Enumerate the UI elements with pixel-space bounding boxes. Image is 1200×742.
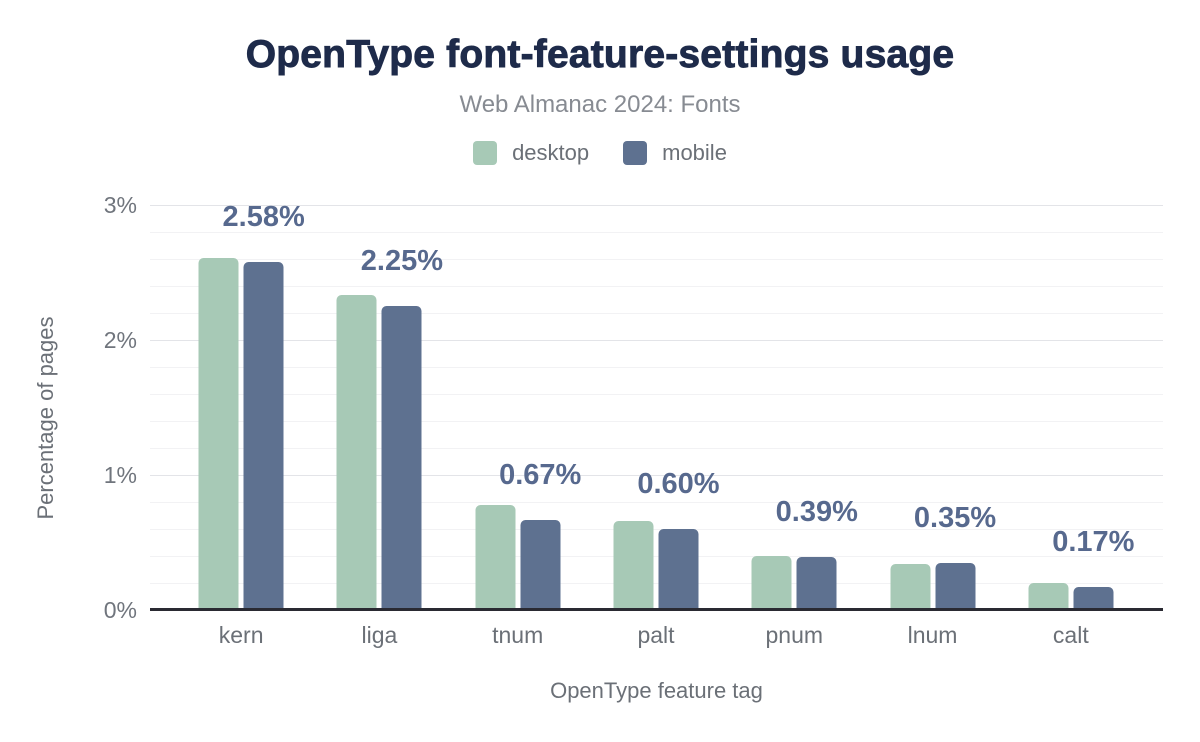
bar-group-kern: 2.58% kern (172, 200, 310, 648)
bar-pair-pnum (751, 556, 837, 610)
y-axis-title: Percentage of pages (33, 316, 58, 520)
legend: desktop mobile (0, 140, 1200, 166)
gridline-major-2.0 (150, 340, 1163, 341)
mobile-swatch-icon (623, 141, 648, 165)
x-tick-liga: liga (361, 622, 398, 648)
value-label-tnum: 0.67% (499, 458, 582, 491)
bar-pair-calt (1028, 583, 1114, 610)
bar-mobile-kern (243, 261, 284, 610)
bar-group-pnum: 0.39% pnum (725, 205, 863, 648)
bar-pair-kern (198, 257, 284, 610)
value-label-calt: 0.17% (1052, 526, 1135, 559)
bar-group-liga: 2.25% liga (310, 205, 448, 648)
bar-mobile-palt (658, 529, 699, 610)
bar-groups: 2.58% kern 2.25% liga 0.67% tnum 0.60% palt 0.39… (172, 200, 1140, 648)
x-tick-pnum: pnum (765, 622, 824, 648)
bar-pair-liga (336, 295, 422, 610)
bar-group-lnum: 0.35% lnum (863, 205, 1001, 648)
gridline-minor-2.8 (150, 232, 1163, 233)
legend-label-mobile: mobile (662, 140, 727, 165)
bar-desktop-calt (1028, 583, 1069, 610)
x-axis-line (150, 608, 1163, 611)
bar-mobile-lnum (935, 562, 976, 610)
bar-mobile-calt (1073, 587, 1114, 610)
bar-desktop-pnum (751, 556, 792, 610)
desktop-swatch-icon (473, 141, 498, 165)
y-tick-3pct: 3% (103, 192, 137, 218)
value-label-lnum: 0.35% (913, 501, 997, 534)
x-axis-title: OpenType feature tag (550, 678, 763, 703)
gridline-minor-1.2 (150, 448, 1163, 449)
bar-pair-lnum (890, 562, 976, 610)
gridline-minor-0.2 (150, 583, 1163, 584)
gridline-minor-0.8 (150, 502, 1163, 503)
y-tick-2pct: 2% (103, 327, 137, 353)
y-tick-0pct: 0% (103, 597, 137, 623)
gridline-minor-1.6 (150, 394, 1163, 395)
value-label-palt: 0.60% (637, 468, 720, 501)
legend-label-desktop: desktop (512, 140, 590, 165)
legend-item-mobile: mobile (623, 140, 727, 166)
bar-group-calt: 0.17% calt (1002, 205, 1140, 648)
bar-desktop-kern (198, 257, 239, 610)
bar-group-palt: 0.60% palt (587, 205, 725, 648)
x-tick-calt: calt (1052, 622, 1089, 648)
x-tick-tnum: tnum (492, 622, 544, 648)
bar-mobile-pnum (796, 557, 837, 610)
bar-pair-tnum (475, 504, 561, 610)
value-label-pnum: 0.39% (775, 496, 858, 529)
gridline-minor-0.6 (150, 529, 1163, 530)
x-tick-palt: palt (637, 622, 675, 648)
bar-group-tnum: 0.67% tnum (449, 205, 587, 648)
chart-title: OpenType font-feature-settings usage (245, 33, 955, 77)
x-tick-kern: kern (218, 622, 264, 648)
x-tick-lnum: lnum (907, 622, 958, 648)
bar-mobile-tnum (520, 519, 561, 610)
bar-desktop-lnum (890, 564, 931, 610)
bar-desktop-palt (613, 520, 654, 610)
bar-desktop-tnum (475, 504, 516, 610)
gridline-minor-0.4 (150, 556, 1163, 557)
chart-subtitle: Web Almanac 2024: Fonts (459, 91, 741, 118)
gridline-minor-1.4 (150, 421, 1163, 422)
bar-mobile-liga (381, 306, 422, 610)
gridline-major-1.0 (150, 475, 1163, 476)
bar-pair-palt (613, 520, 699, 610)
plot-area: 2.58% kern 2.25% liga 0.67% tnum 0.60% palt 0.39… (104, 192, 1163, 648)
value-label-liga: 2.25% (360, 245, 444, 278)
gridline-minor-2.4 (150, 286, 1163, 287)
legend-item-desktop: desktop (473, 140, 589, 166)
bar-desktop-liga (336, 295, 377, 610)
gridline-minor-2.2 (150, 313, 1163, 314)
gridline-minor-1.8 (150, 367, 1163, 368)
y-tick-1pct: 1% (103, 462, 137, 488)
value-label-kern: 2.58% (222, 200, 305, 233)
gridline-major-3.0 (150, 205, 1163, 206)
gridline-minor-2.6 (150, 259, 1163, 260)
